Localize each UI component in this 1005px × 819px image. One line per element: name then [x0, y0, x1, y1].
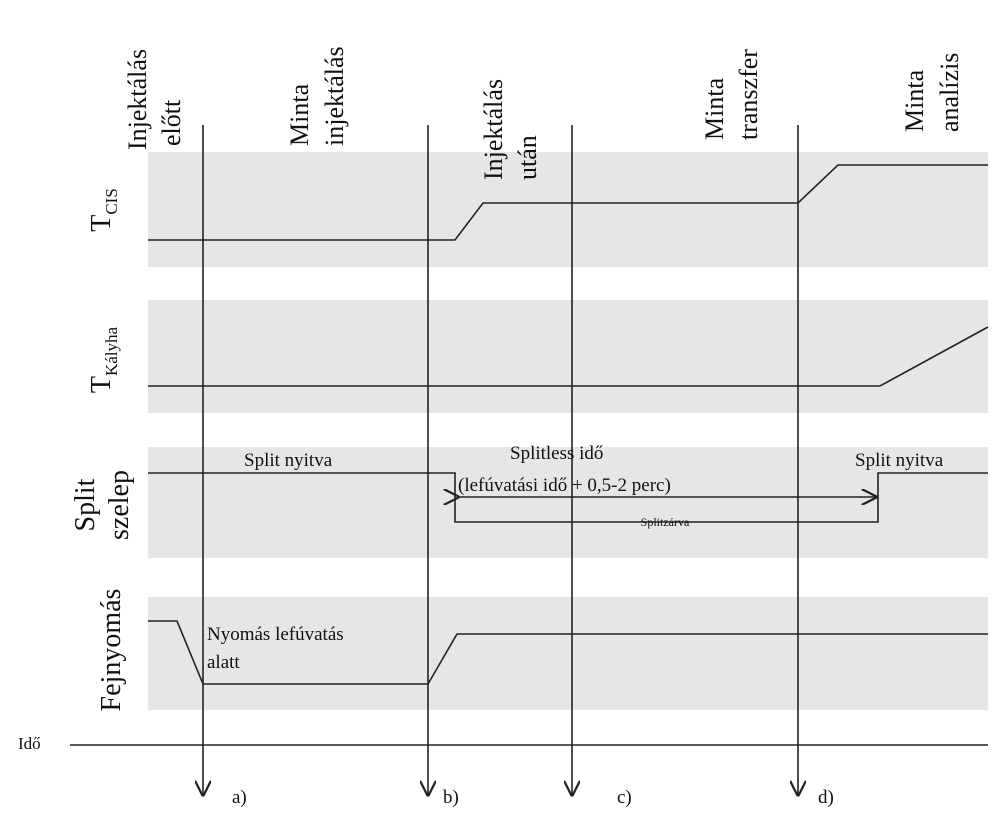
row-label: szelep — [104, 470, 135, 540]
phase-label: után — [513, 135, 542, 180]
phase-label: transzfer — [734, 49, 763, 140]
phase-label: Injektálás — [123, 49, 152, 150]
phase-label: Minta — [285, 83, 314, 146]
phase-label: Injektálás — [479, 79, 508, 180]
row-label: Fejnyomás — [96, 589, 127, 712]
oven-trace — [148, 326, 989, 387]
split-trace — [148, 472, 988, 523]
annotation: Split nyitva — [855, 450, 944, 471]
row-subscript: CIS — [102, 188, 121, 214]
annotation: alatt — [207, 652, 240, 673]
annotation: Splitzárva — [641, 515, 690, 529]
row-symbol: T — [86, 376, 117, 393]
band — [148, 152, 988, 267]
row-label: Split — [70, 478, 101, 531]
annotation: (lefúvatási idő + 0,5-2 perc) — [458, 475, 671, 496]
pressure-trace — [148, 620, 988, 685]
marker: a) — [232, 787, 247, 808]
tcis-trace — [148, 164, 988, 241]
phase-label: Minta — [900, 69, 929, 132]
row-subscript: Kályha — [102, 326, 121, 376]
phase-label: előtt — [157, 99, 186, 146]
annotation: Splitless idő — [510, 443, 603, 464]
row-label: TKályha — [86, 326, 121, 393]
annotation: Split nyitva — [244, 450, 333, 471]
phase-label: analízis — [935, 53, 964, 132]
row-label: TCIS — [86, 188, 121, 232]
time-label: Idő — [18, 734, 41, 753]
phase-label: injektálás — [320, 46, 349, 146]
band — [148, 300, 988, 413]
row-symbol: T — [86, 215, 117, 232]
marker: b) — [443, 787, 459, 808]
marker: d) — [818, 787, 834, 808]
annotation: Nyomás lefúvatás — [207, 624, 344, 645]
band — [148, 597, 988, 710]
marker: c) — [617, 787, 632, 808]
phase-label: Minta — [700, 77, 729, 140]
